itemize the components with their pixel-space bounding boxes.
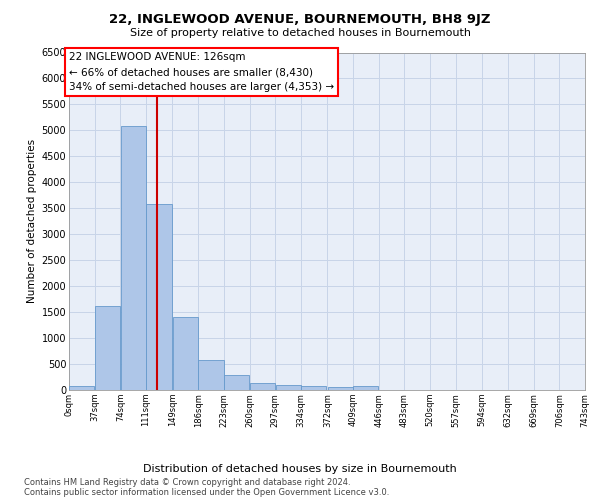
Text: Distribution of detached houses by size in Bournemouth: Distribution of detached houses by size … (143, 464, 457, 473)
Bar (146, 204, 172, 390)
Bar (121, 126, 146, 390)
Text: 22, INGLEWOOD AVENUE, BOURNEMOUTH, BH8 9JZ: 22, INGLEWOOD AVENUE, BOURNEMOUTH, BH8 9… (109, 12, 491, 26)
Bar (301, 386, 326, 390)
Bar (224, 375, 249, 390)
Bar (69, 386, 94, 390)
Bar (250, 382, 275, 390)
Bar (95, 306, 120, 390)
Text: Size of property relative to detached houses in Bournemouth: Size of property relative to detached ho… (130, 28, 470, 38)
Text: Contains public sector information licensed under the Open Government Licence v3: Contains public sector information licen… (24, 488, 389, 497)
Bar (328, 388, 353, 390)
Text: Contains HM Land Registry data © Crown copyright and database right 2024.: Contains HM Land Registry data © Crown c… (24, 478, 350, 487)
Bar (275, 386, 301, 390)
Y-axis label: Number of detached properties: Number of detached properties (28, 139, 37, 304)
Bar (353, 386, 379, 390)
Text: 22 INGLEWOOD AVENUE: 126sqm
← 66% of detached houses are smaller (8,430)
34% of : 22 INGLEWOOD AVENUE: 126sqm ← 66% of det… (69, 52, 334, 92)
Bar (173, 318, 198, 390)
Bar (199, 360, 224, 390)
